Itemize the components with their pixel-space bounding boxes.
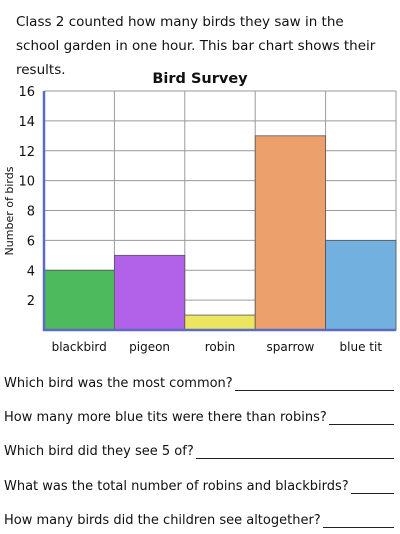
y-tick-label: 4 — [27, 264, 35, 279]
question-row: How many birds did the children see alto… — [4, 508, 394, 528]
chart-title: Bird Survey — [152, 71, 248, 87]
y-tick-label: 10 — [18, 175, 35, 190]
bar-blue-tit — [325, 239, 397, 331]
y-axis-label: Number of birds — [3, 166, 16, 255]
answer-line[interactable] — [322, 513, 394, 528]
question-row: Which bird did they see 5 of? — [4, 439, 394, 459]
bar-blackbird — [43, 269, 115, 331]
question-row: How many more blue tits were there than … — [4, 405, 394, 425]
question-text: Which bird was the most common? — [4, 376, 233, 391]
intro-text: Class 2 counted how many birds they saw … — [16, 14, 376, 78]
question-row: What was the total number of robins and … — [4, 474, 394, 494]
answer-line[interactable] — [234, 376, 394, 391]
x-tick-label: blue tit — [340, 340, 383, 354]
answer-line[interactable] — [350, 479, 394, 494]
bar-robin — [184, 314, 256, 331]
question-text: What was the total number of robins and … — [4, 479, 349, 494]
y-tick-label: 2 — [27, 294, 35, 309]
question-text: How many more blue tits were there than … — [4, 410, 327, 425]
question-text: Which bird did they see 5 of? — [4, 444, 194, 459]
question-row: Which bird was the most common? — [4, 371, 394, 391]
x-tick-label: blackbird — [52, 340, 107, 354]
x-tick-label: robin — [205, 340, 236, 354]
y-tick-label: 16 — [18, 85, 35, 100]
x-tick-label: pigeon — [129, 340, 170, 354]
bar-sparrow — [254, 135, 326, 331]
y-tick-label: 8 — [27, 205, 35, 220]
question-text: How many birds did the children see alto… — [4, 513, 321, 528]
answer-line[interactable] — [195, 444, 394, 459]
bar-pigeon — [114, 254, 186, 331]
y-tick-label: 14 — [18, 115, 35, 130]
y-tick-label: 6 — [27, 234, 35, 249]
y-tick-label: 12 — [18, 145, 35, 160]
answer-line[interactable] — [328, 410, 394, 425]
x-tick-label: sparrow — [267, 340, 315, 354]
